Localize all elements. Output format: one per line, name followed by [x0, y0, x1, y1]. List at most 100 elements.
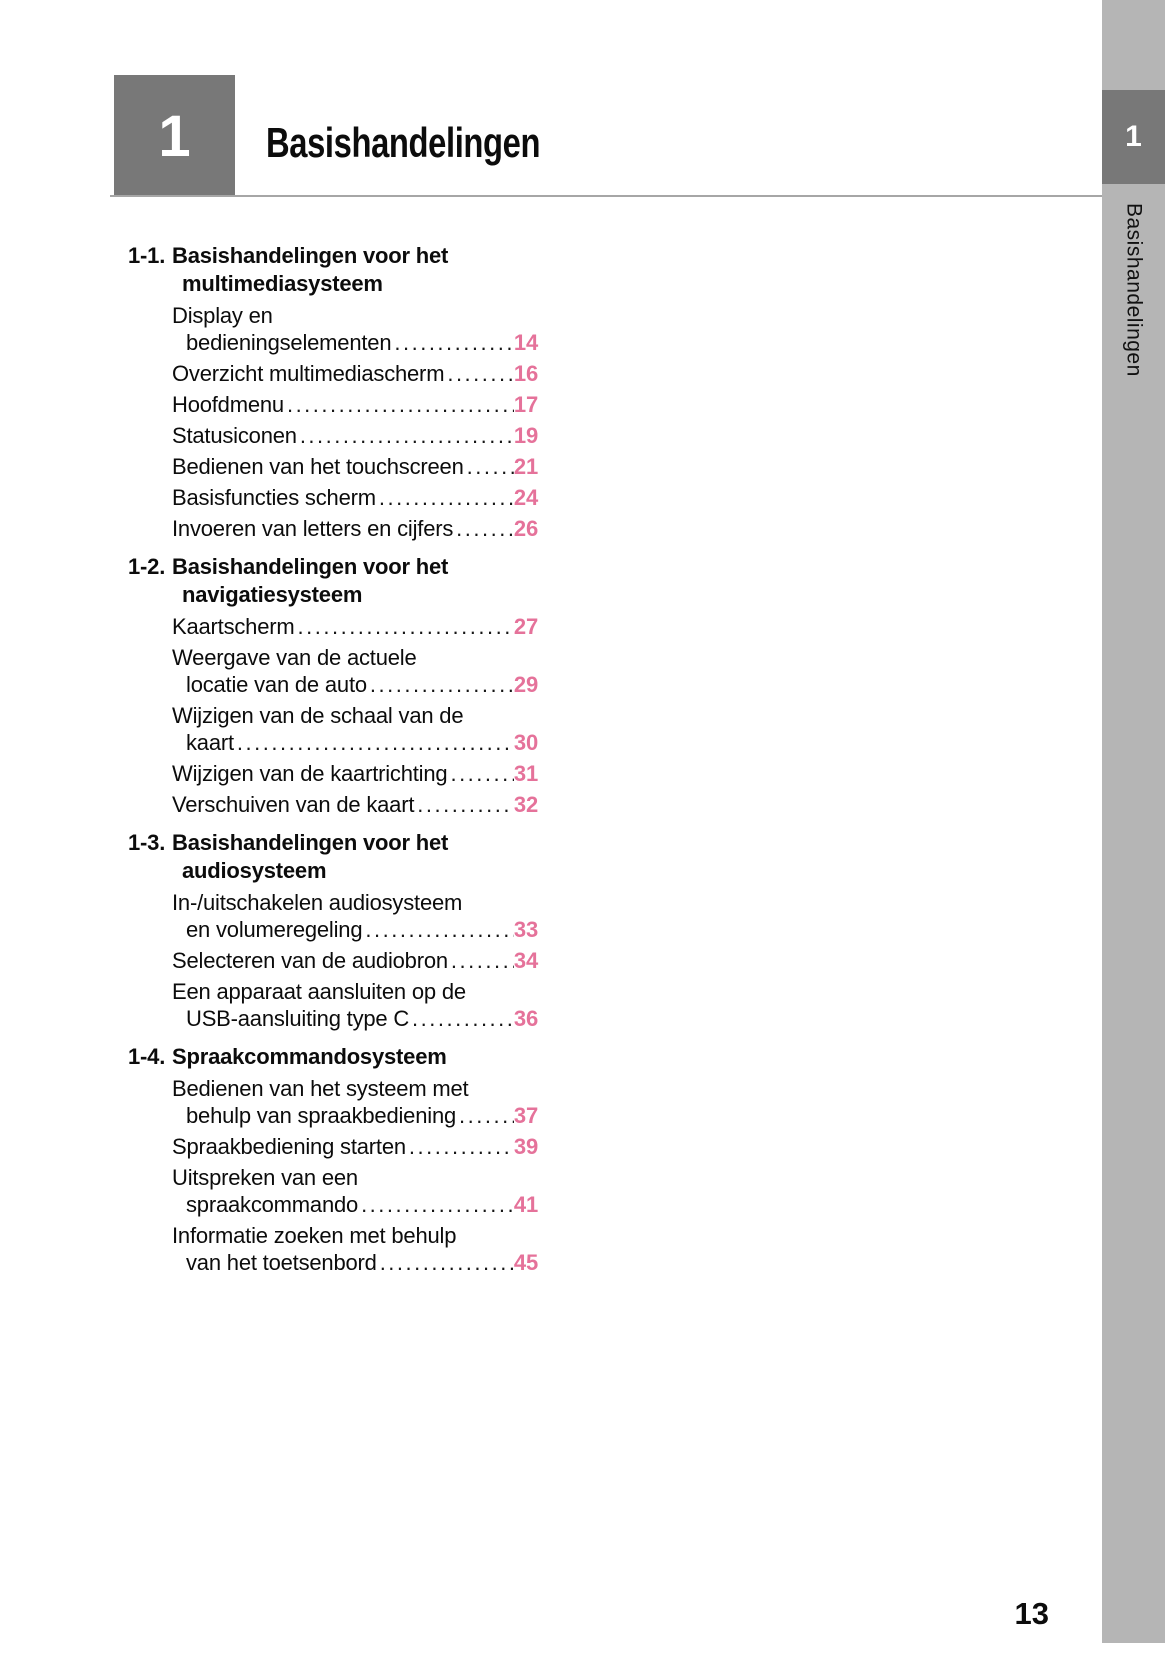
toc-item-page-number: 31: [513, 761, 538, 786]
toc-item: Overzicht multimediascherm 16: [128, 360, 538, 387]
toc-item-label: Invoeren van letters en cijfers: [172, 516, 454, 541]
toc-item-page-number: 33: [513, 917, 538, 942]
toc-item-page-number: 34: [513, 948, 538, 973]
sidebar-chapter-tab: 1: [1102, 90, 1165, 184]
toc-section: 1-2. Basishandelingen voor het navigatiesy…: [128, 553, 538, 818]
toc-item-page-number: 36: [513, 1006, 538, 1031]
toc-item-leader-row: Overzicht multimediascherm 16: [172, 360, 538, 387]
toc-section-title-line: Spraakcommandosysteem: [172, 1044, 447, 1069]
toc-item-leader-row: Verschuiven van de kaart 32: [172, 791, 538, 818]
toc-section-header: 1-3. Basishandelingen voor het: [128, 829, 538, 857]
toc-item: Een apparaat aansluiten op de USB-aanslui…: [128, 978, 538, 1032]
toc-item-line: Uitspreken van een: [172, 1165, 358, 1190]
page-title: Basishandelingen: [266, 119, 541, 166]
header-divider: [110, 195, 1102, 197]
toc-item-leader-row: en volumeregeling 33: [172, 916, 538, 943]
toc-item-page-number: 24: [513, 485, 538, 510]
toc-section-number: 1-1.: [128, 243, 166, 268]
toc-section: 1-3. Basishandelingen voor het audiosystee…: [128, 829, 538, 1032]
leader-dots: [412, 1005, 514, 1032]
toc-item-page-number: 41: [513, 1192, 538, 1217]
toc-item: Bedienen van het systeem met behulp van s…: [128, 1075, 538, 1129]
toc-item-label: kaart: [186, 730, 234, 755]
toc-item-page-number: 30: [513, 730, 538, 755]
toc-item: Wijzigen van de kaartrichting 31: [128, 760, 538, 787]
toc-item-page-number: 16: [513, 361, 538, 386]
toc-item-label: en volumeregeling: [186, 917, 363, 942]
toc-item-leader-row: Statusiconen 19: [172, 422, 538, 449]
toc-section-header: 1-1. Basishandelingen voor het: [128, 242, 538, 270]
toc-section-title-line: navigatiesysteem: [182, 582, 363, 607]
toc-item-label: behulp van spraakbediening: [186, 1103, 457, 1128]
toc-item-label: Overzicht multimediascherm: [172, 361, 445, 386]
toc-item-label: Bedienen van het touchscreen: [172, 454, 464, 479]
leader-dots: [370, 671, 514, 698]
leader-dots: [456, 515, 514, 542]
leader-dots: [394, 329, 514, 356]
sidebar-chapter-label: Basishandelingen: [1122, 203, 1146, 377]
toc-item-page-number: 39: [513, 1134, 538, 1159]
toc-item: Spraakbediening starten 39: [128, 1133, 538, 1160]
toc-item: Verschuiven van de kaart 32: [128, 791, 538, 818]
leader-dots: [361, 1191, 514, 1218]
chapter-number: 1: [158, 103, 191, 169]
toc-item-label: locatie van de auto: [186, 672, 367, 697]
toc-item-label: Hoofdmenu: [172, 392, 284, 417]
toc-item-label: bedieningselementen: [186, 330, 392, 355]
toc-item: Bedienen van het touchscreen 21: [128, 453, 538, 480]
toc-section-header: 1-2. Basishandelingen voor het: [128, 553, 538, 581]
toc-item-leader-row: van het toetsenbord 45: [172, 1249, 538, 1276]
toc-item-line: In-/uitschakelen audiosysteem: [172, 890, 463, 915]
toc-item-label: Statusiconen: [172, 423, 297, 448]
toc-item-leader-row: Hoofdmenu 17: [172, 391, 538, 418]
toc-item-leader-row: Kaartscherm 27: [172, 613, 538, 640]
toc-item-page-number: 14: [513, 330, 538, 355]
toc-item-label: Basisfuncties scherm: [172, 485, 376, 510]
toc-section-header: 1-4. Spraakcommandosysteem: [128, 1043, 538, 1071]
toc-item-leader-row: kaart 30: [172, 729, 538, 756]
leader-dots: [409, 1133, 514, 1160]
toc-item: Statusiconen 19: [128, 422, 538, 449]
toc-item-label: USB-aansluiting type C: [186, 1006, 410, 1031]
toc-item-leader-row: spraakcommando 41: [172, 1191, 538, 1218]
leader-dots: [447, 360, 514, 387]
toc-item-leader-row: locatie van de auto 29: [172, 671, 538, 698]
leader-dots: [365, 916, 514, 943]
toc-item-label: Selecteren van de audiobron: [172, 948, 448, 973]
toc-section-number: 1-3.: [128, 830, 166, 855]
toc-item-page-number: 19: [513, 423, 538, 448]
toc-item-leader-row: Basisfuncties scherm 24: [172, 484, 538, 511]
toc-item: Weergave van de actuele locatie van de au…: [128, 644, 538, 698]
toc-section-title-line: Basishandelingen voor het: [172, 243, 449, 268]
toc-item-page-number: 17: [513, 392, 538, 417]
toc-item: Invoeren van letters en cijfers 26: [128, 515, 538, 542]
toc-section-title-line: multimediasysteem: [182, 271, 383, 296]
toc-item-leader-row: Bedienen van het touchscreen 21: [172, 453, 538, 480]
leader-dots: [459, 1102, 514, 1129]
leader-dots: [451, 947, 514, 974]
chapter-number-box: 1: [114, 75, 235, 197]
toc-item-page-number: 45: [513, 1250, 538, 1275]
toc-item-page-number: 29: [513, 672, 538, 697]
toc-section-title-line: Basishandelingen voor het: [172, 830, 449, 855]
toc-item-line: Weergave van de actuele: [172, 645, 417, 670]
leader-dots: [237, 729, 514, 756]
toc-section-number: 1-4.: [128, 1044, 166, 1069]
toc-item: In-/uitschakelen audiosysteem en volumere…: [128, 889, 538, 943]
toc-item-line: Informatie zoeken met behulp: [172, 1223, 457, 1248]
toc-item-line: Display en: [172, 303, 273, 328]
toc-item: Basisfuncties scherm 24: [128, 484, 538, 511]
toc-item-leader-row: Invoeren van letters en cijfers 26: [172, 515, 538, 542]
leader-dots: [450, 760, 513, 787]
leader-dots: [417, 791, 514, 818]
toc: 1-1. Basishandelingen voor het multimedias…: [128, 242, 538, 1276]
toc-item-line: Wijzigen van de schaal van de: [172, 703, 464, 728]
toc-item: Hoofdmenu 17: [128, 391, 538, 418]
toc-item-leader-row: USB-aansluiting type C 36: [172, 1005, 538, 1032]
toc-item-leader-row: Spraakbediening starten 39: [172, 1133, 538, 1160]
toc-section: 1-4. Spraakcommandosysteem Bedienen van he…: [128, 1043, 538, 1276]
